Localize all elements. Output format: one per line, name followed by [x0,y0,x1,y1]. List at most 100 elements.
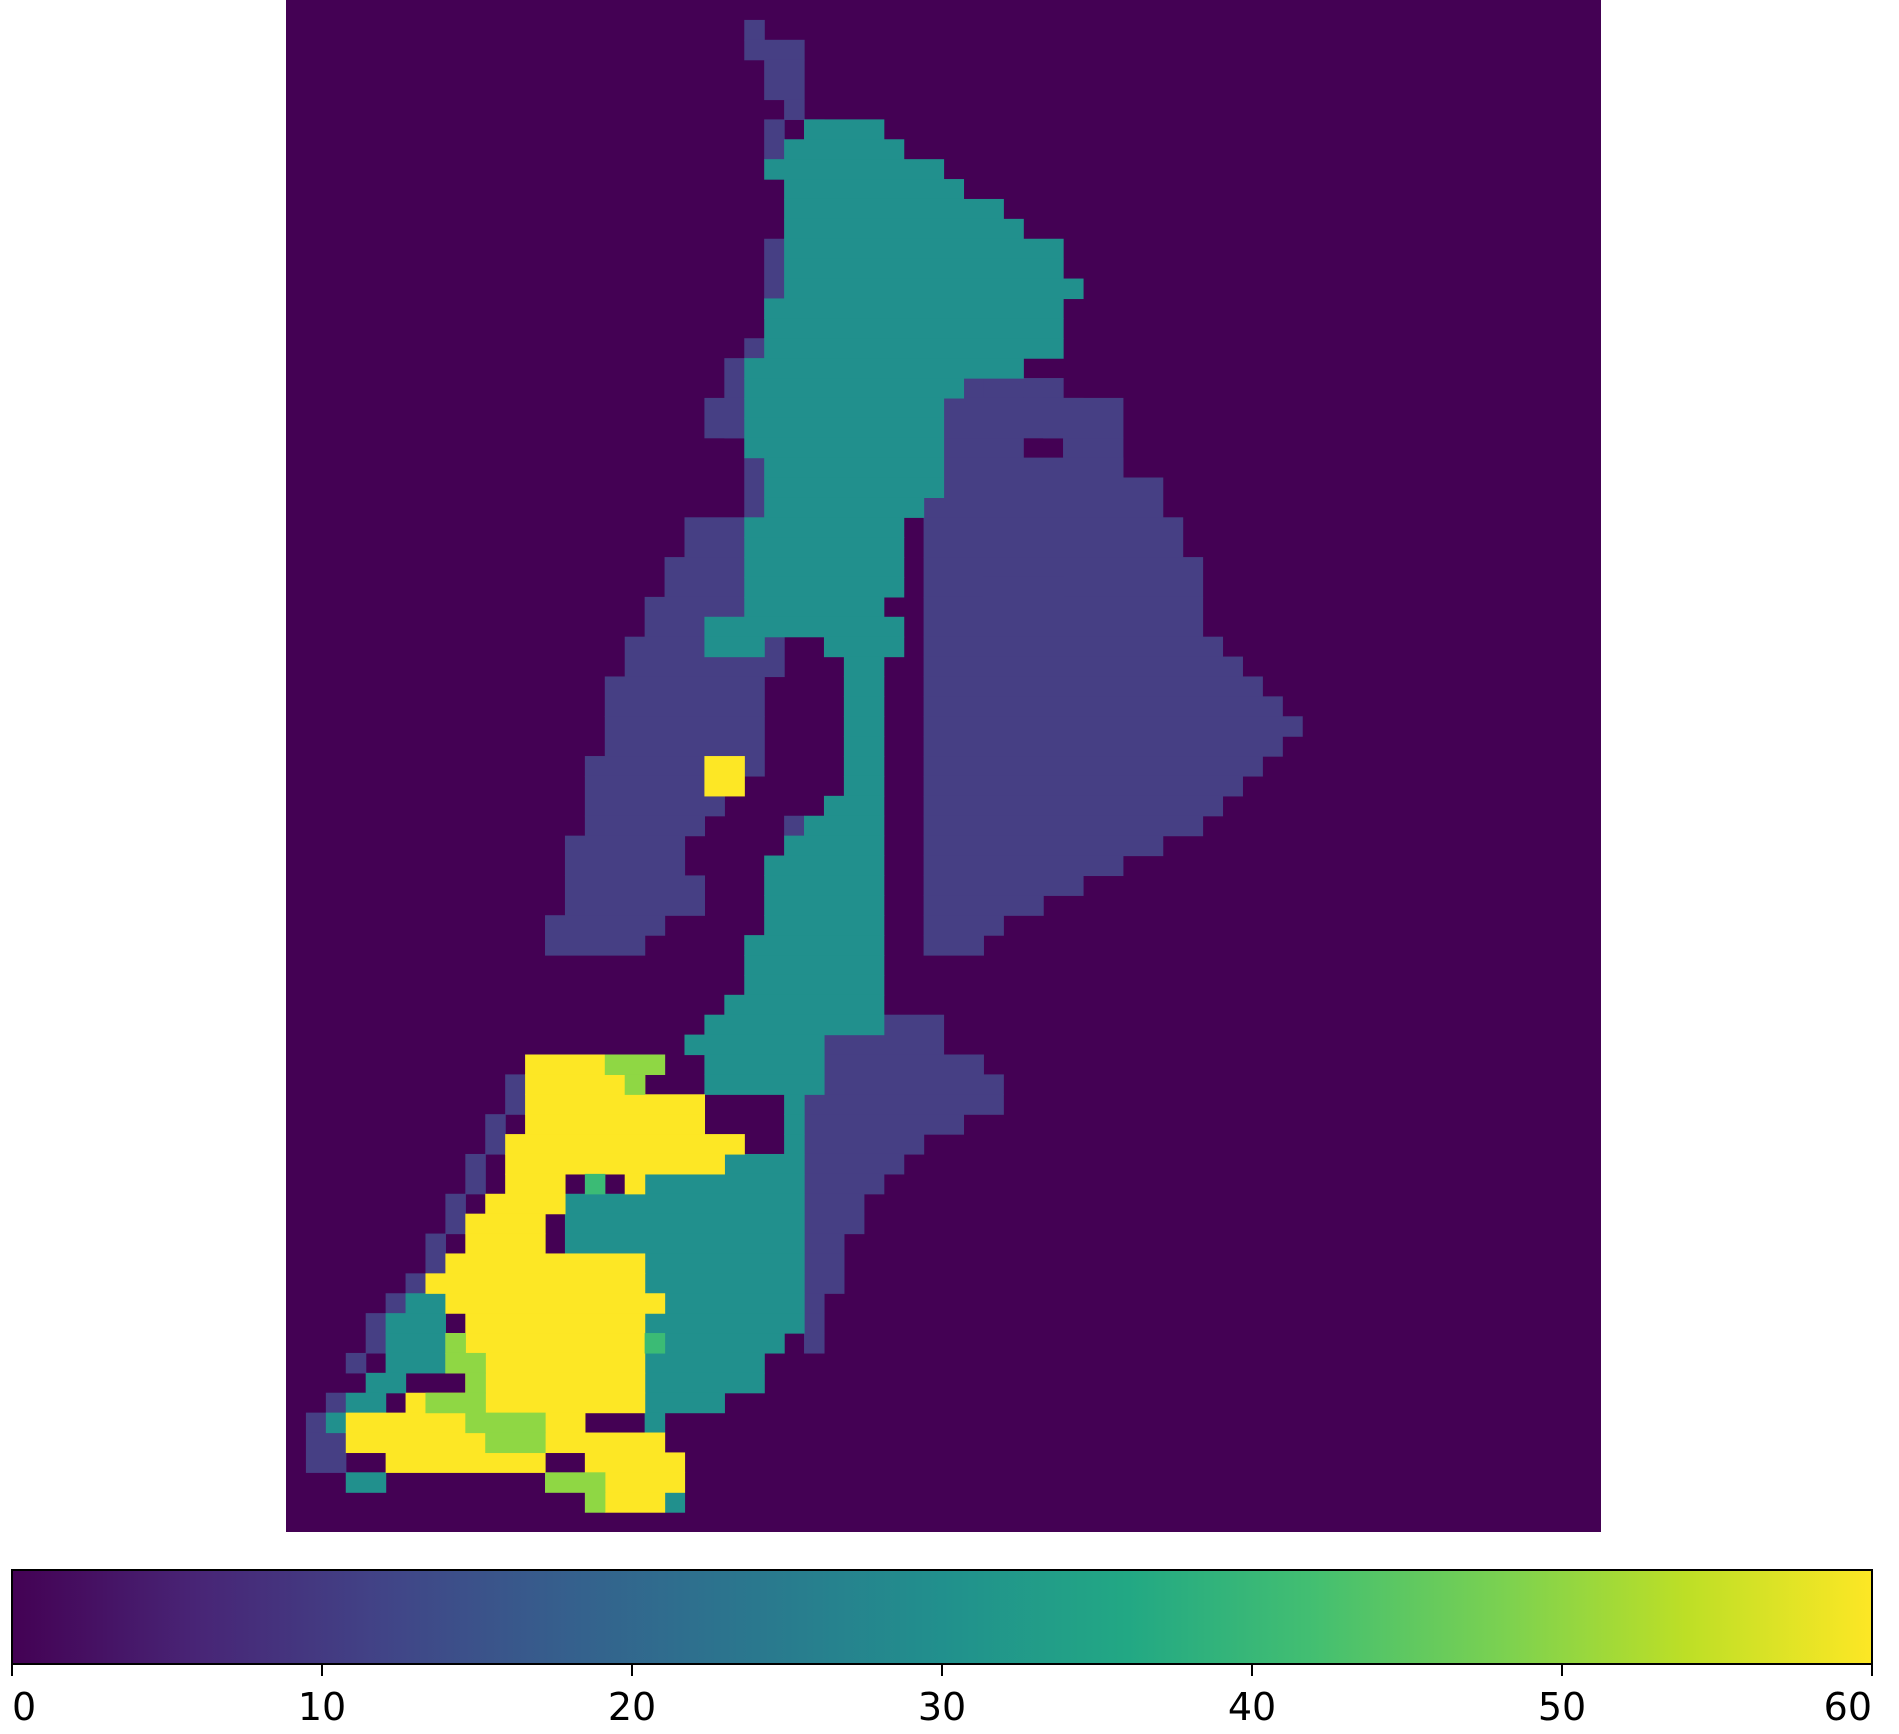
heatmap-cell [843,676,885,697]
heatmap-cell [744,537,905,558]
heatmap-cell [823,636,905,658]
heatmap-cell [923,815,1204,837]
heatmap-cell [624,1074,646,1095]
heatmap-cell [405,1273,427,1294]
heatmap-cell [465,1372,486,1394]
heatmap-cell [784,139,905,160]
heatmap-cell [385,1352,446,1374]
heatmap-cell [784,258,1064,280]
heatmap-cell [445,1253,646,1274]
heatmap-cell [505,1074,526,1115]
heatmap-cell [365,1313,387,1354]
heatmap-cell [764,497,925,518]
heatmap-cell [804,1153,905,1175]
heatmap-cell [764,477,945,499]
heatmap-cell [784,835,885,857]
heatmap-cell [644,1372,765,1394]
heatmap-cell [644,1273,805,1294]
heatmap-cell [644,1333,785,1354]
heatmap-cell [744,378,965,399]
colorbar-tick-label: 50 [1538,1685,1586,1729]
heatmap-cell [923,935,984,956]
heatmap-cell [744,935,885,956]
heatmap-cell [744,517,905,538]
heatmap-cell [465,1313,646,1334]
heatmap-cell [465,1372,646,1394]
heatmap-cell [385,1293,407,1314]
heatmap-cell [704,1153,805,1175]
heatmap-cell [923,596,1204,638]
heatmap-cell [525,1054,606,1075]
heatmap-cell [604,1472,686,1493]
heatmap-cell [564,875,706,916]
heatmap-cell [764,915,885,936]
heatmap-cell [345,1352,367,1374]
heatmap-cell [744,397,945,419]
heatmap-cell [744,955,885,976]
heatmap-cell [624,1173,646,1195]
heatmap-cell [505,1134,745,1155]
heatmap-cell [345,1392,387,1414]
heatmap-cell [704,1014,885,1036]
heatmap-cell [923,835,1164,857]
colorbar: 0 10 20 30 40 50 60 [11,1569,1873,1729]
colorbar-tick-label: 10 [298,1685,346,1729]
heatmap-cell [604,1054,666,1075]
heatmap-cell [804,1134,925,1155]
heatmap-cell [325,1392,347,1414]
heatmap-cell [764,875,885,896]
heatmap-cell [564,835,686,877]
heatmap-cell [923,517,1184,558]
heatmap-cell [644,1392,725,1414]
heatmap-cell [804,1233,845,1255]
heatmap-cell [604,1253,805,1274]
heatmap-cell [545,915,666,936]
heatmap-cell [923,756,1263,777]
heatmap-cell [784,1114,805,1135]
heatmap-cell [804,815,885,837]
heatmap-cell [784,1094,805,1115]
heatmap-cell [425,1233,446,1274]
heatmap-cell [843,716,885,737]
heatmap-cell [804,1273,845,1294]
heatmap-cell [664,1492,686,1513]
heatmap-cell [724,994,885,1016]
heatmap-cell [1063,437,1124,459]
colorbar-gradient [11,1569,1873,1665]
heatmap-cell [764,855,885,877]
heatmap-cell [804,1173,885,1195]
heatmap-cell [604,676,765,717]
heatmap-cell [923,775,1243,797]
heatmap-cell [465,1412,546,1434]
heatmap-cell [843,756,885,777]
heatmap-cell [823,1054,984,1075]
heatmap-cell [525,1114,706,1135]
heatmap-cell [923,915,1004,936]
heatmap-cell [704,636,765,658]
heatmap-cell [923,477,1164,518]
heatmap-cell [604,1492,666,1513]
colorbar-tick-label: 20 [608,1685,656,1729]
heatmap-cell [345,1472,387,1493]
heatmap-cell [704,397,745,439]
heatmap-cell [525,1074,646,1095]
heatmap-cell [804,1213,865,1235]
colorbar-tick-label: 60 [1824,1685,1872,1729]
heatmap-cell [465,1153,486,1195]
heatmap-cells [305,19,1303,1513]
heatmap-cell [545,1472,606,1493]
heatmap-cell [405,1293,446,1314]
heatmap-cell [345,1412,466,1434]
heatmap-cell [784,815,805,837]
heatmap-cell [804,1333,825,1354]
heatmap-cell [425,1273,646,1294]
heatmap-cell [823,1074,1004,1095]
colorbar-tick-label: 30 [918,1685,966,1729]
heatmap-cell [764,238,785,300]
heatmap-cell [305,1432,347,1473]
heatmap-cell [804,1114,965,1135]
heatmap-cell [564,1193,805,1215]
heatmap-cell [485,1432,546,1454]
heatmap-cell [943,397,1124,439]
